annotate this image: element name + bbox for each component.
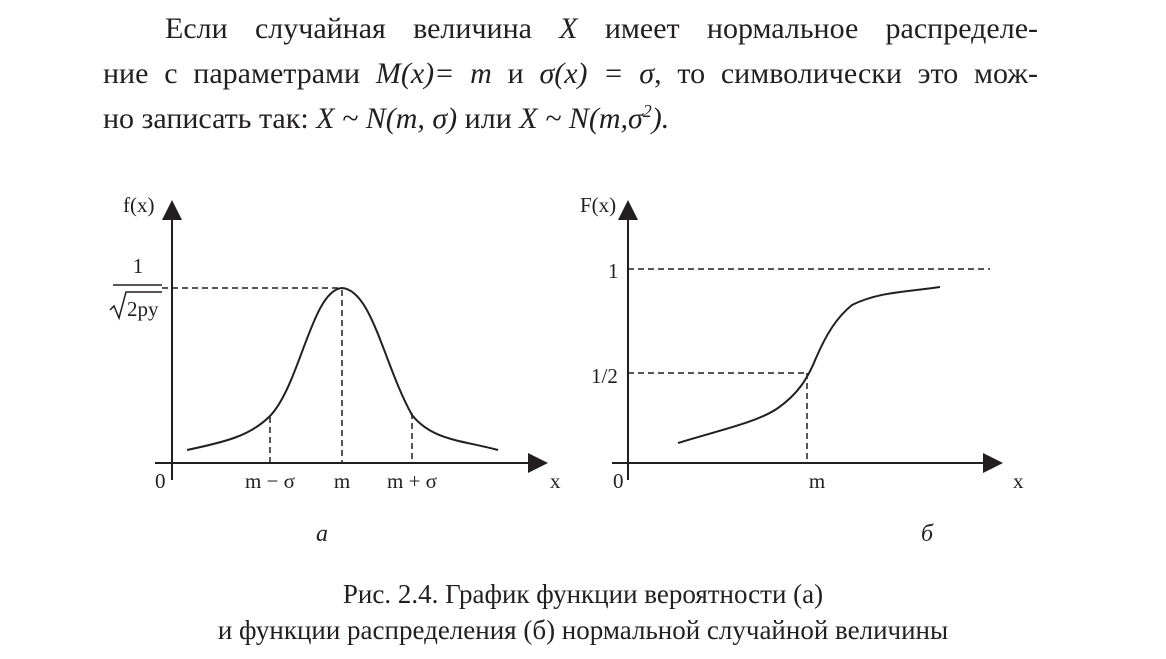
tick-label-m: m: [809, 469, 825, 493]
tick-label-m-minus-sigma: m − σ: [245, 469, 295, 493]
text-run: имеет нормальное распределе-: [577, 12, 1038, 45]
panel-b-sublabel: б: [921, 521, 934, 547]
text-run: Если случайная величина: [165, 12, 560, 45]
superscript: 2: [642, 101, 652, 121]
peak-label-denominator: 2pу: [127, 297, 159, 321]
panel-a-sublabel: а: [316, 521, 328, 547]
text-run: но записать так:: [103, 102, 317, 135]
distribution-curve: [677, 286, 941, 444]
text-run: или: [457, 102, 520, 135]
x-axis-label: x: [550, 469, 561, 493]
origin-label: 0: [613, 469, 624, 493]
y-axis-label: f(x): [123, 193, 154, 217]
paragraph-line-1: Если случайная величина X имеет нормальн…: [103, 6, 1038, 51]
math-run: X ~ N(m,σ: [519, 102, 643, 135]
sqrt-sign: [109, 291, 162, 321]
text-run: , то символически это мож-: [654, 57, 1038, 90]
math-run: M(x)= m: [375, 57, 492, 90]
x-axis-label: x: [1013, 469, 1024, 493]
y-axis-label: F(x): [580, 193, 616, 217]
tick-label-m-plus-sigma: m + σ: [387, 469, 437, 493]
figure-caption-line-1: Рис. 2.4. График функции вероятности (а): [342, 579, 824, 609]
panel-b: F(x) 1 1/2 0 m x б: [580, 193, 1024, 547]
math-run: σ(x) = σ: [539, 57, 655, 90]
figure-caption-line-2: и функции распределения (б) нормальной с…: [217, 615, 949, 645]
tick-label-m: m: [334, 469, 350, 493]
paragraph-line-3: но записать так: X ~ N(m, σ) или X ~ N(m…: [103, 96, 1038, 141]
text-run: и: [491, 57, 540, 90]
body-paragraph: Если случайная величина X имеет нормальн…: [103, 6, 1038, 141]
math-run: X ~ N(m, σ): [316, 102, 458, 135]
text-run: ние с параметрами: [103, 57, 376, 90]
density-curve: [186, 286, 499, 451]
math-run: X: [559, 12, 578, 45]
level-one-label: 1: [608, 259, 619, 283]
level-half-label: 1/2: [591, 364, 618, 388]
paragraph-line-2: ние с параметрами M(x)= m и σ(x) = σ, то…: [103, 51, 1038, 96]
panel-a: f(x) 1 2pу 0 m − σ m m + σ x а: [109, 193, 561, 547]
peak-label-numerator: 1: [133, 254, 144, 278]
origin-label: 0: [155, 469, 166, 493]
math-run: ).: [651, 102, 670, 135]
